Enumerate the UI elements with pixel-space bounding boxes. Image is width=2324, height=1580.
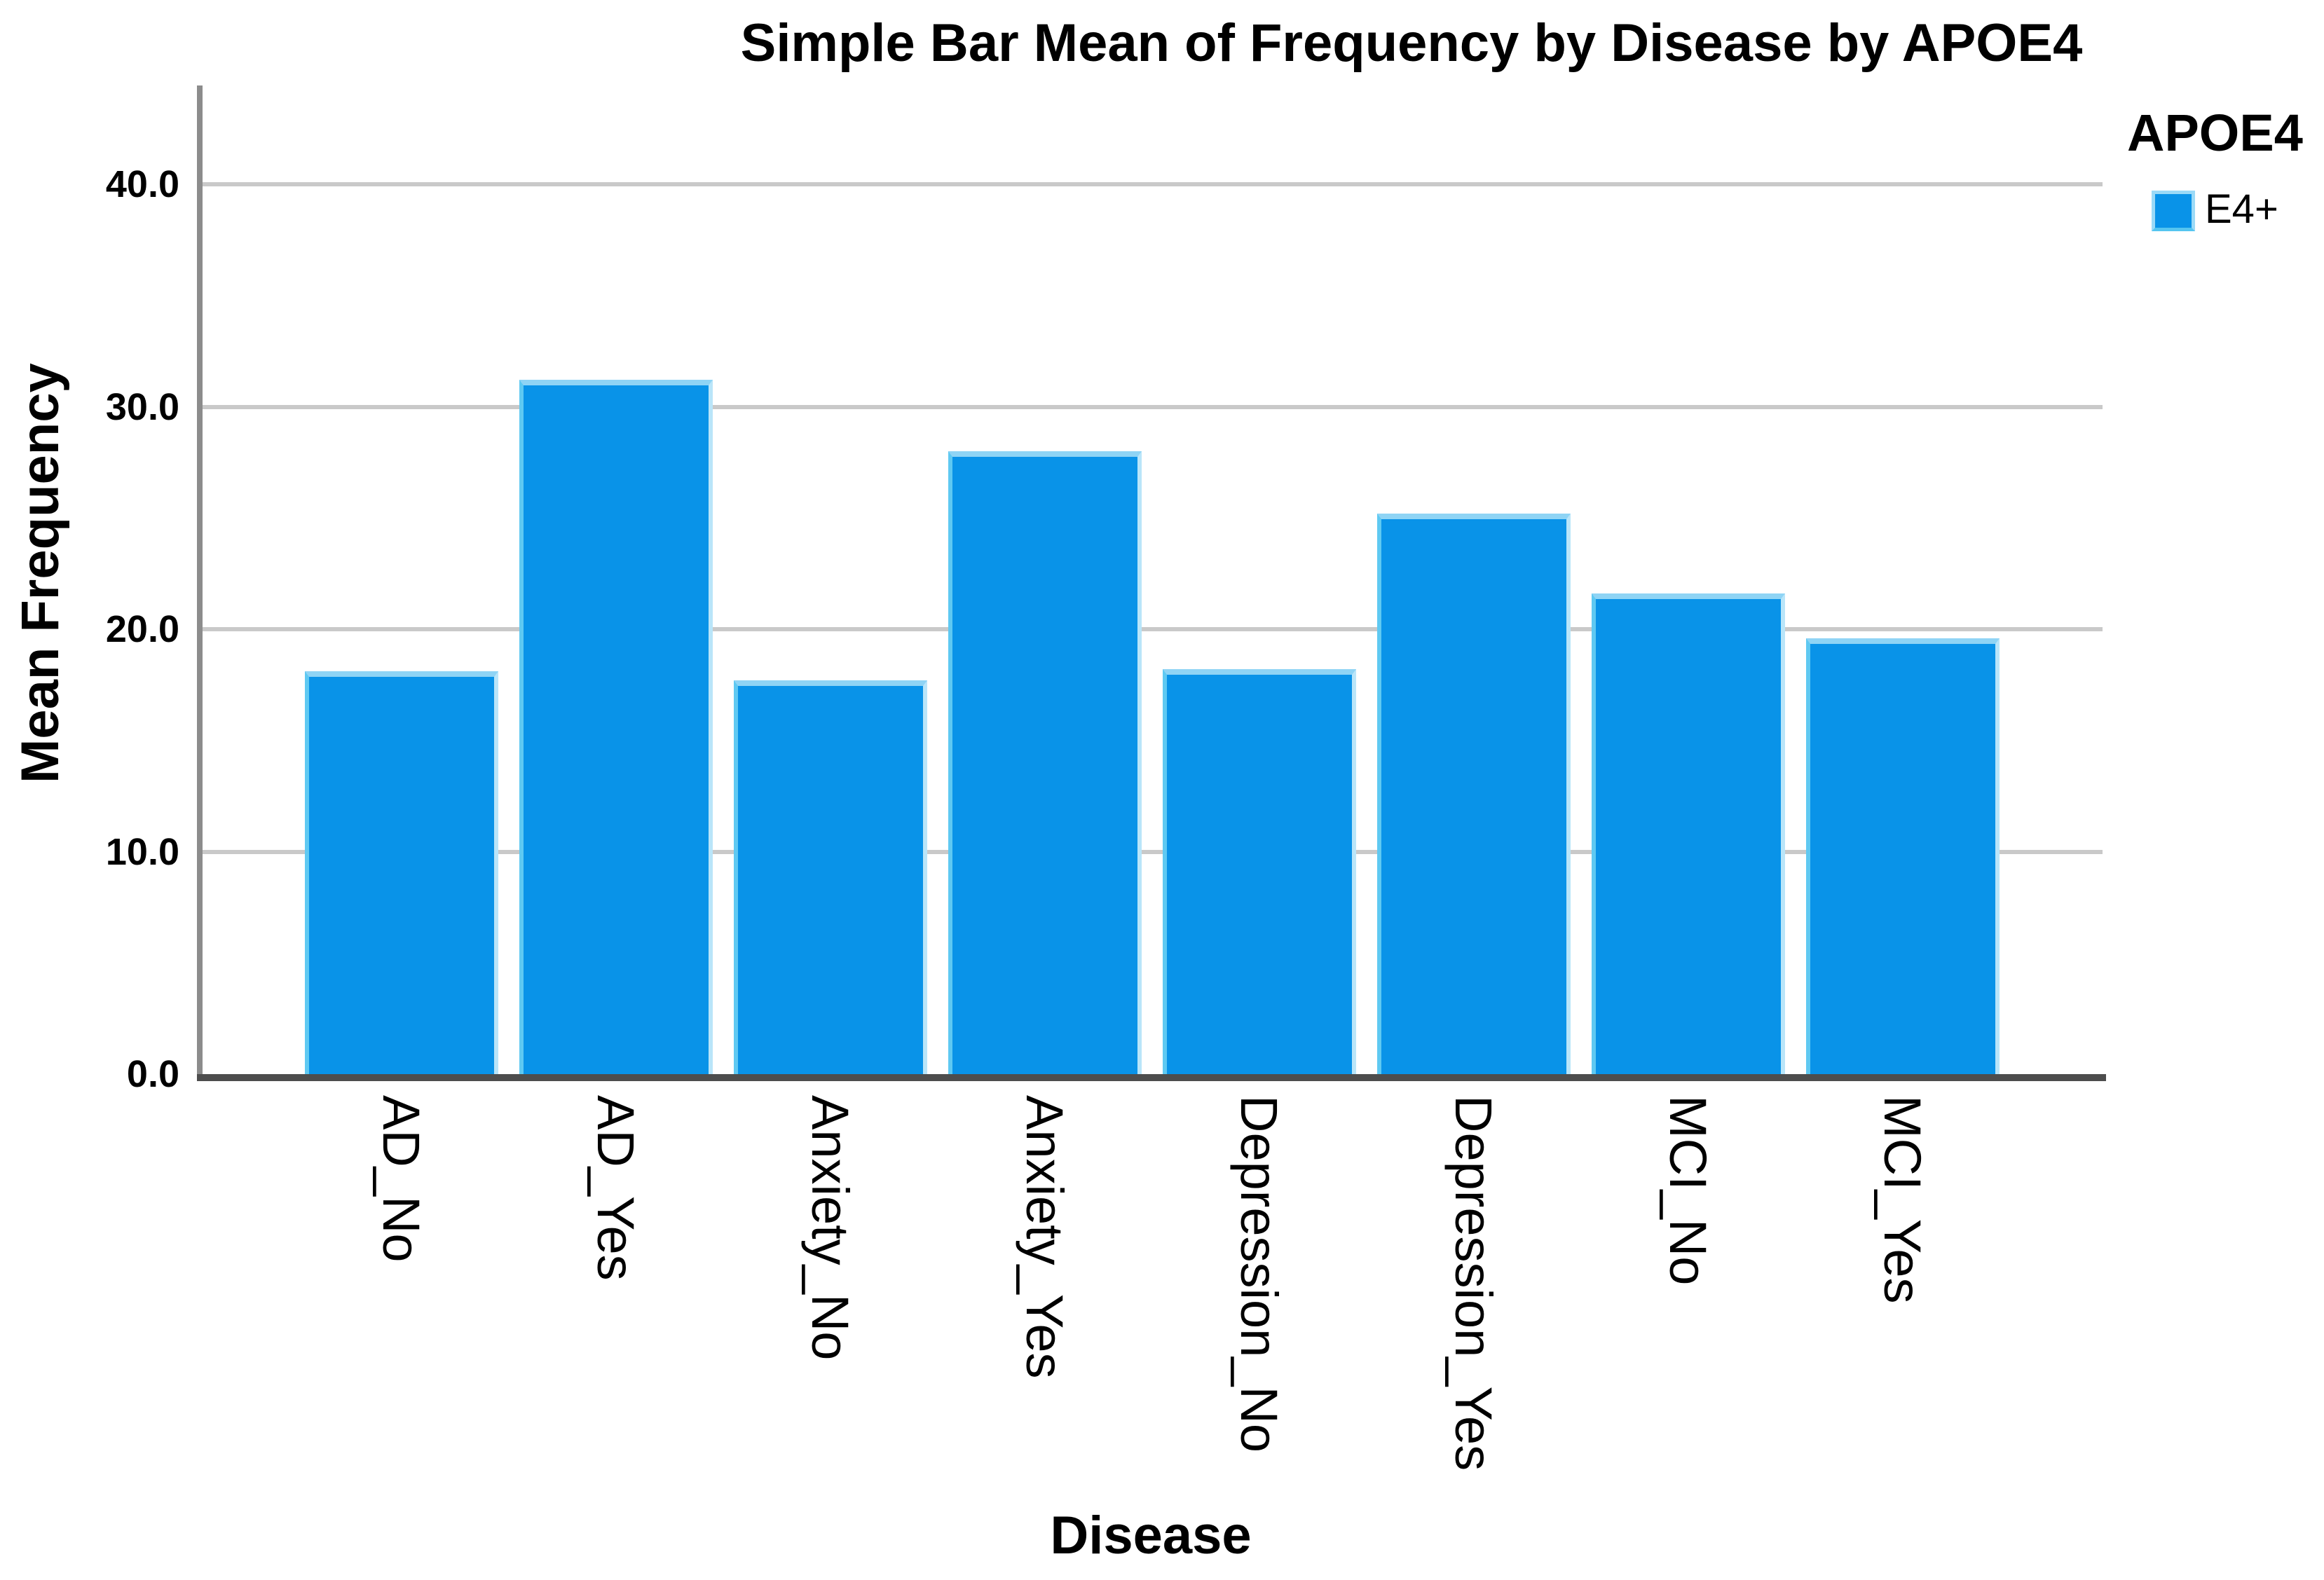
- bar-Depression_Yes: [1377, 513, 1571, 1081]
- bar-MCI_No: [1592, 593, 1785, 1081]
- x-category-label-AD_No: AD_No: [372, 1095, 430, 1263]
- legend-item-label: E4+: [2205, 186, 2278, 232]
- y-tick-label-0.0: 0.0: [126, 1053, 179, 1095]
- bar-MCI_Yes: [1806, 638, 2000, 1081]
- y-tick-label-20.0: 20.0: [105, 608, 179, 650]
- gridline-30: [200, 404, 2103, 409]
- bar-Anxiety_Yes: [948, 451, 1142, 1081]
- gridline-40: [200, 182, 2103, 186]
- x-axis-title: Disease: [1050, 1506, 1252, 1565]
- x-category-label-Depression_Yes: Depression_Yes: [1444, 1095, 1503, 1471]
- bar-AD_No: [305, 671, 498, 1081]
- bar-Depression_No: [1163, 669, 1356, 1081]
- x-category-label-Anxiety_Yes: Anxiety_Yes: [1016, 1095, 1074, 1379]
- x-category-label-AD_Yes: AD_Yes: [587, 1095, 645, 1281]
- chart-title: Simple Bar Mean of Frequency by Disease …: [740, 13, 2083, 73]
- x-category-label-Depression_No: Depression_No: [1230, 1095, 1288, 1453]
- bar-Anxiety_No: [734, 680, 927, 1081]
- x-category-label-Anxiety_No: Anxiety_No: [801, 1095, 859, 1361]
- bar-AD_Yes: [519, 380, 713, 1081]
- y-axis-line: [197, 85, 203, 1081]
- x-axis-line: [197, 1074, 2106, 1081]
- x-category-label-MCI_Yes: MCI_Yes: [1873, 1095, 1932, 1304]
- gridline-10: [200, 849, 2103, 854]
- legend-title: APOE4: [2127, 104, 2303, 162]
- x-category-label-MCI_No: MCI_No: [1659, 1095, 1717, 1286]
- y-axis-title: Mean Frequency: [11, 363, 70, 783]
- y-tick-label-10.0: 10.0: [105, 830, 179, 873]
- legend-swatch-e4plus: [2152, 191, 2195, 231]
- y-tick-label-40.0: 40.0: [105, 163, 179, 205]
- y-tick-label-30.0: 30.0: [105, 385, 179, 428]
- gridline-20: [200, 627, 2103, 631]
